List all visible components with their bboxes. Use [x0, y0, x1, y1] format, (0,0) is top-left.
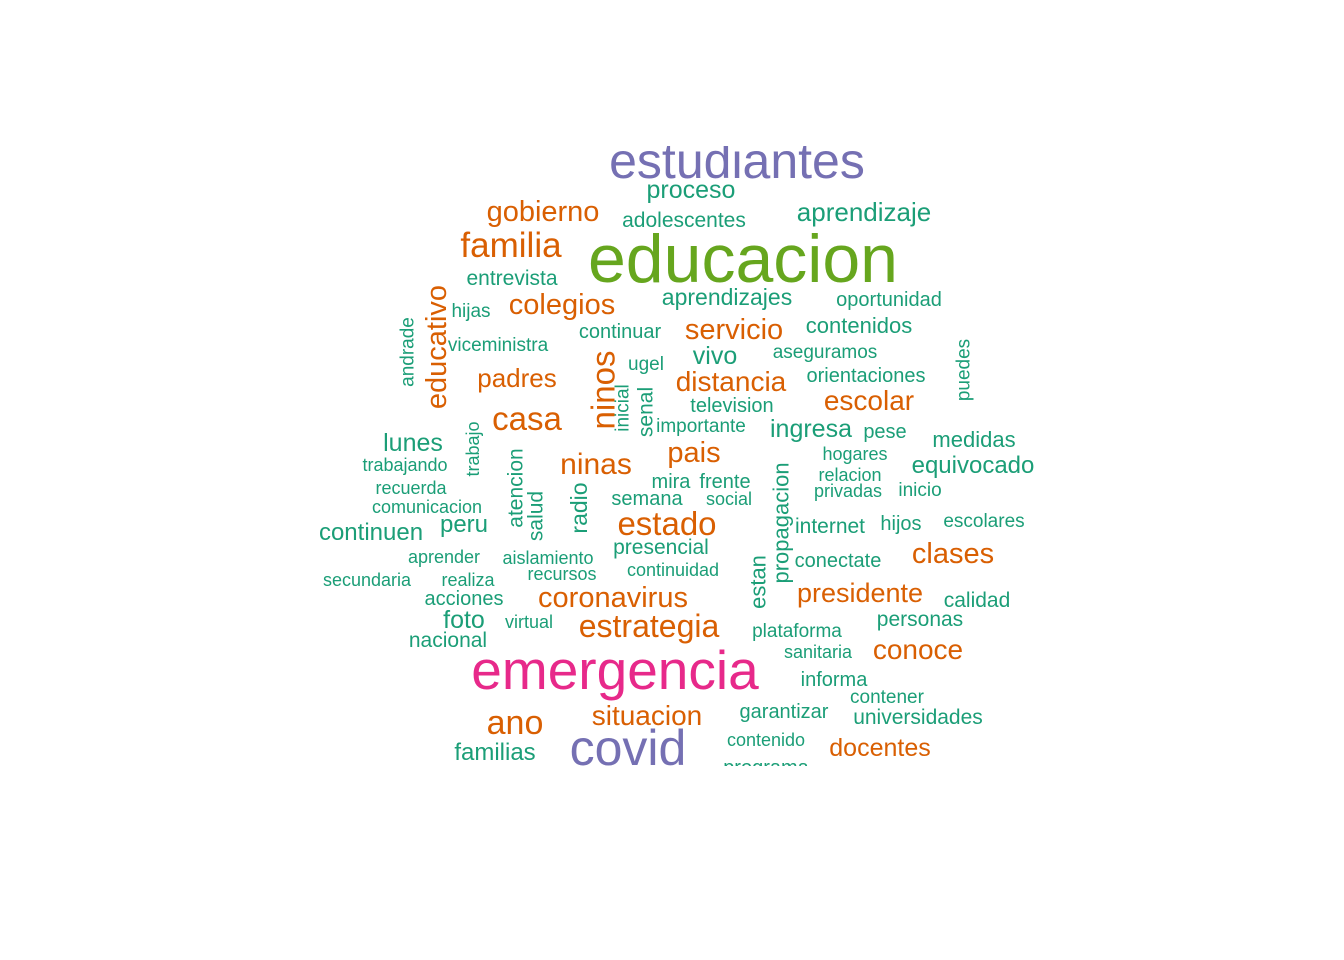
word-ninas: ninas	[560, 448, 632, 481]
word-pese: pese	[863, 421, 906, 443]
word-clases: clases	[912, 538, 994, 570]
word-escolares: escolares	[943, 511, 1024, 532]
word-aprendizajes: aprendizajes	[662, 284, 792, 310]
word-secundaria: secundaria	[323, 570, 412, 590]
word-recuerda: recuerda	[375, 478, 447, 498]
word-inicio: inicio	[898, 480, 941, 501]
word-conoce: conoce	[873, 634, 963, 665]
word-vivo: vivo	[693, 342, 737, 370]
word-radio: radio	[566, 482, 592, 533]
word-proceso: proceso	[647, 176, 736, 204]
word-servicio: servicio	[685, 314, 783, 346]
word-coronavirus: coronavirus	[538, 582, 688, 614]
word-colegios: colegios	[509, 289, 615, 321]
word-salud: salud	[525, 491, 548, 541]
word-personas: personas	[877, 608, 963, 631]
word-docentes: docentes	[829, 734, 930, 762]
word-oportunidad: oportunidad	[836, 289, 942, 311]
word-privadas: privadas	[814, 481, 882, 501]
word-aseguramos: aseguramos	[773, 342, 878, 363]
word-ingresa: ingresa	[770, 415, 852, 443]
word-contenidos: contenidos	[806, 313, 912, 338]
word-andrade: andrade	[398, 317, 419, 387]
word-foto: foto	[443, 606, 485, 634]
word-informa: informa	[801, 669, 869, 691]
word-pais: pais	[667, 437, 720, 469]
word-gobierno: gobierno	[487, 196, 600, 228]
word-puedes: puedes	[954, 339, 975, 401]
word-hijos: hijos	[880, 513, 921, 535]
word-distancia: distancia	[676, 366, 787, 397]
word-contenido: contenido	[727, 730, 805, 750]
word-mira: mira	[652, 471, 692, 493]
word-trabajando: trabajando	[362, 455, 447, 475]
word-propagacion: propagacion	[769, 462, 794, 583]
word-continuidad: continuidad	[627, 560, 719, 580]
word-hogares: hogares	[822, 444, 887, 464]
word-calidad: calidad	[944, 589, 1011, 612]
word-cloud-clip: estudiantes proceso gobierno adolescentes ap…	[0, 146, 1344, 766]
word-estudiantes: estudiantes	[609, 146, 865, 189]
word-television: television	[690, 395, 773, 417]
word-presencial: presencial	[613, 536, 709, 559]
word-universidades: universidades	[853, 706, 983, 729]
word-estado: estado	[617, 505, 716, 542]
word-relacion: relacion	[818, 465, 881, 485]
word-medidas: medidas	[932, 427, 1015, 452]
word-adolescentes: adolescentes	[622, 209, 746, 232]
word-educativo: educativo	[421, 285, 453, 409]
word-conectate: conectate	[795, 550, 882, 572]
word-orientaciones: orientaciones	[807, 365, 926, 387]
word-trabajo: trabajo	[463, 421, 483, 476]
word-social: social	[706, 489, 752, 509]
word-senal: senal	[635, 387, 658, 437]
word-peru: peru	[440, 511, 488, 538]
word-entrevista: entrevista	[466, 267, 557, 290]
word-educacion: educacion	[588, 221, 898, 297]
word-casa: casa	[492, 400, 562, 437]
word-importante: importante	[656, 416, 746, 437]
word-continuar: continuar	[579, 321, 662, 343]
word-acciones: acciones	[425, 588, 504, 610]
word-familia: familia	[460, 226, 562, 265]
word-atencion: atencion	[505, 448, 528, 527]
word-internet: internet	[795, 515, 865, 538]
word-aprendizaje: aprendizaje	[797, 197, 931, 227]
word-aprender: aprender	[408, 547, 480, 567]
word-programa: programa	[723, 757, 809, 766]
word-garantizar: garantizar	[740, 701, 829, 723]
word-ninos: ninos	[585, 351, 622, 430]
word-equivocado: equivocado	[912, 452, 1035, 479]
word-presidente: presidente	[797, 578, 923, 608]
word-frente: frente	[699, 471, 750, 493]
word-covid: covid	[570, 720, 687, 766]
word-aislamiento: aislamiento	[502, 548, 593, 568]
word-plataforma: plataforma	[752, 621, 842, 642]
word-nacional: nacional	[409, 629, 487, 652]
word-semana: semana	[611, 488, 683, 510]
word-padres: padres	[477, 363, 557, 393]
word-emergencia: emergencia	[471, 639, 759, 701]
word-comunicacion: comunicacion	[372, 497, 482, 517]
word-lunes: lunes	[383, 429, 443, 457]
word-continuen: continuen	[319, 519, 423, 546]
word-escolar: escolar	[824, 385, 914, 416]
word-realiza: realiza	[441, 570, 495, 590]
word-hijas: hijas	[451, 301, 490, 322]
word-inicial: inicial	[613, 384, 634, 432]
word-sanitaria: sanitaria	[784, 642, 853, 662]
word-ano: ano	[487, 704, 544, 742]
word-estrategia: estrategia	[579, 608, 720, 644]
word-viceministra: viceministra	[448, 335, 549, 356]
word-contener: contener	[850, 687, 925, 708]
word-situacion: situacion	[592, 700, 703, 731]
word-familias: familias	[454, 739, 535, 766]
word-recursos: recursos	[527, 564, 596, 584]
word-ugel: ugel	[628, 354, 664, 375]
word-virtual: virtual	[505, 612, 553, 632]
word-estan: estan	[746, 555, 771, 609]
